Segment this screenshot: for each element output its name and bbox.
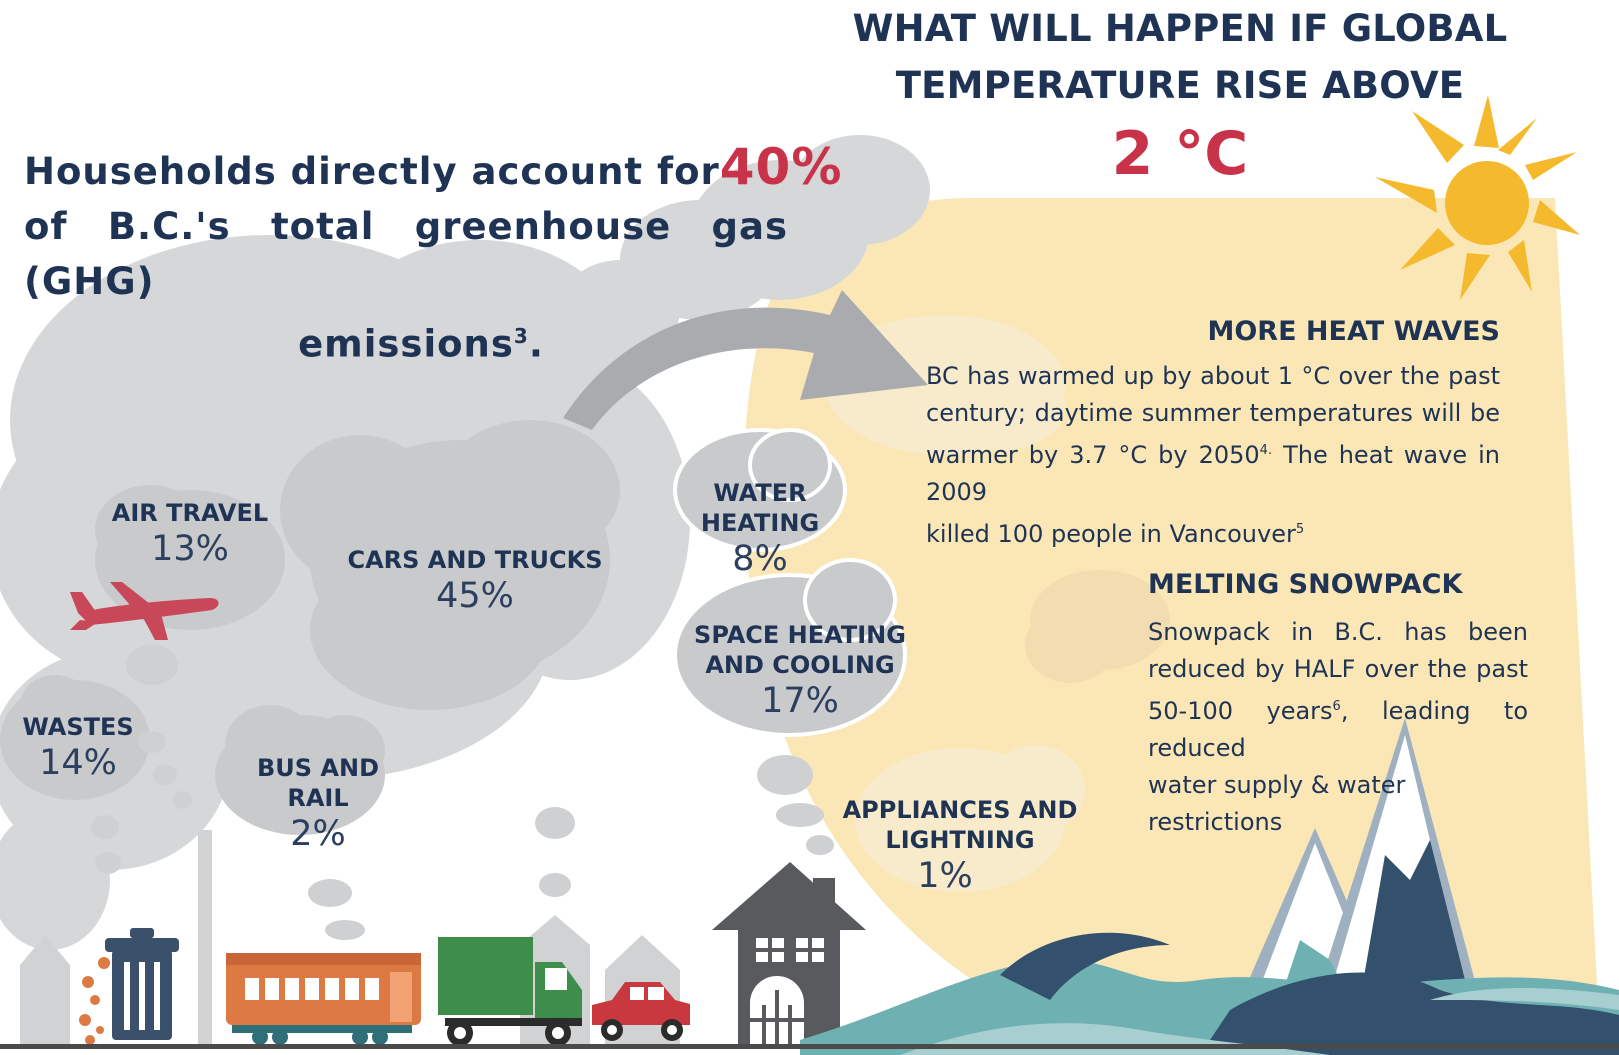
category-value: 2% bbox=[290, 814, 346, 854]
heat-waves-line-1: BC has warmed up by about 1 °C over the … bbox=[926, 362, 1500, 390]
truck-icon bbox=[438, 937, 582, 1046]
category-appliances-lighting: APPLIANCES AND LIGHTNING 1% bbox=[840, 795, 1080, 897]
snowpack-title: MELTING SNOWPACK bbox=[1148, 569, 1463, 600]
snowpack-line-1: Snowpack in B.C. has been bbox=[1148, 618, 1528, 646]
cloud-space-heating bbox=[673, 558, 907, 737]
page-title-line-2: TEMPERATURE RISE ABOVE bbox=[895, 64, 1465, 107]
category-value: 45% bbox=[436, 576, 514, 616]
heat-waves-line-3: warmer by 3.7 °C by 20504. The heat wave… bbox=[926, 432, 1500, 511]
households-statement: Households directly account for 40% of B… bbox=[24, 140, 841, 371]
trash-can-icon bbox=[79, 928, 179, 1045]
category-label-1: APPLIANCES AND bbox=[842, 796, 1078, 824]
category-label-2: LIGHTNING bbox=[885, 826, 1035, 854]
households-text-a: Households directly account for bbox=[24, 150, 720, 193]
category-air-travel: AIR TRAVEL 13% bbox=[100, 498, 280, 570]
heat-waves-line-2: century; daytime summer temperatures wil… bbox=[926, 399, 1500, 427]
house-icon bbox=[712, 862, 866, 1045]
heat-waves-footnote-5: 5 bbox=[1295, 522, 1305, 537]
ground-line bbox=[0, 1044, 1619, 1049]
snowpack-line-3a: 50-100 years bbox=[1148, 697, 1333, 725]
smoke-puffs bbox=[91, 645, 834, 940]
snowpack-line-4: water supply & water restrictions bbox=[1148, 771, 1406, 836]
households-line-1: Households directly account for 40% bbox=[24, 140, 841, 199]
category-space-heating: SPACE HEATING AND COOLING 17% bbox=[690, 620, 910, 722]
category-label: WASTES bbox=[22, 713, 134, 741]
category-bus-rail: BUS AND RAIL 2% bbox=[228, 753, 408, 855]
heat-waves-line-4: killed 100 people in Vancouver5 bbox=[926, 511, 1500, 553]
category-label: AIR TRAVEL bbox=[111, 499, 269, 527]
heat-waves-line-3b: The heat wave in 2009 bbox=[926, 441, 1500, 506]
category-cars-trucks: CARS AND TRUCKS 45% bbox=[340, 545, 610, 617]
category-value: 17% bbox=[761, 681, 839, 721]
heat-waves-line-3a: warmer by 3.7 °C by 2050 bbox=[926, 441, 1260, 469]
category-water-heating: WATER HEATING 8% bbox=[655, 478, 865, 580]
tram-icon bbox=[226, 953, 421, 1045]
cloud-bus-rail bbox=[215, 705, 385, 835]
snowpack-line-2: reduced by HALF over the past bbox=[1148, 655, 1528, 683]
category-label: BUS AND RAIL bbox=[256, 754, 379, 812]
car-icon bbox=[592, 982, 690, 1041]
arrow-icon bbox=[563, 290, 928, 430]
cloud-wastes bbox=[0, 675, 150, 800]
category-label-2: AND COOLING bbox=[705, 651, 895, 679]
cloud-air-travel bbox=[95, 485, 285, 630]
category-label-1: SPACE HEATING bbox=[694, 621, 906, 649]
category-value: 1% bbox=[917, 856, 973, 896]
sun-icon bbox=[1375, 95, 1580, 300]
category-value: 14% bbox=[39, 743, 117, 783]
category-label: CARS AND TRUCKS bbox=[347, 546, 603, 574]
heat-waves-title: MORE HEAT WAVES bbox=[1207, 316, 1500, 347]
snowpack-line-3: 50-100 years6, leading to reduced bbox=[1148, 688, 1528, 767]
cloud-cars-trucks bbox=[280, 420, 620, 710]
faint-cloud-appliances bbox=[855, 745, 1085, 892]
category-value: 13% bbox=[151, 529, 229, 569]
households-text-c: emissions bbox=[298, 322, 514, 366]
temperature-value: 2 °C bbox=[1111, 119, 1249, 189]
airplane-icon bbox=[70, 582, 219, 640]
heat-waves-footnote-4: 4. bbox=[1259, 443, 1273, 458]
snowpack-line-3b: , leading to reduced bbox=[1148, 697, 1529, 762]
households-suffix: . bbox=[528, 322, 544, 366]
heat-waves-line-4-text: killed 100 people in Vancouver bbox=[926, 520, 1296, 548]
households-percent: 40% bbox=[719, 138, 843, 196]
page-title: WHAT WILL HAPPEN IF GLOBAL TEMPERATURE R… bbox=[760, 0, 1600, 114]
snowpack-body: Snowpack in B.C. has been reduced by HAL… bbox=[1148, 614, 1528, 841]
heat-waves-body: BC has warmed up by about 1 °C over the … bbox=[926, 358, 1500, 553]
households-line-3: emissions3. bbox=[24, 309, 788, 371]
snowpack-footnote-6: 6 bbox=[1332, 699, 1341, 714]
category-value: 8% bbox=[732, 539, 788, 579]
cloud-water-heating bbox=[673, 428, 847, 552]
faint-cloud-snow bbox=[1025, 570, 1170, 683]
households-line-2: of B.C.'s total greenhouse gas (GHG) bbox=[24, 205, 788, 303]
category-label: WATER HEATING bbox=[700, 479, 820, 537]
households-footnote: 3 bbox=[513, 324, 529, 348]
page-title-line-1: WHAT WILL HAPPEN IF GLOBAL bbox=[852, 7, 1508, 50]
category-wastes: WASTES 14% bbox=[18, 712, 138, 784]
